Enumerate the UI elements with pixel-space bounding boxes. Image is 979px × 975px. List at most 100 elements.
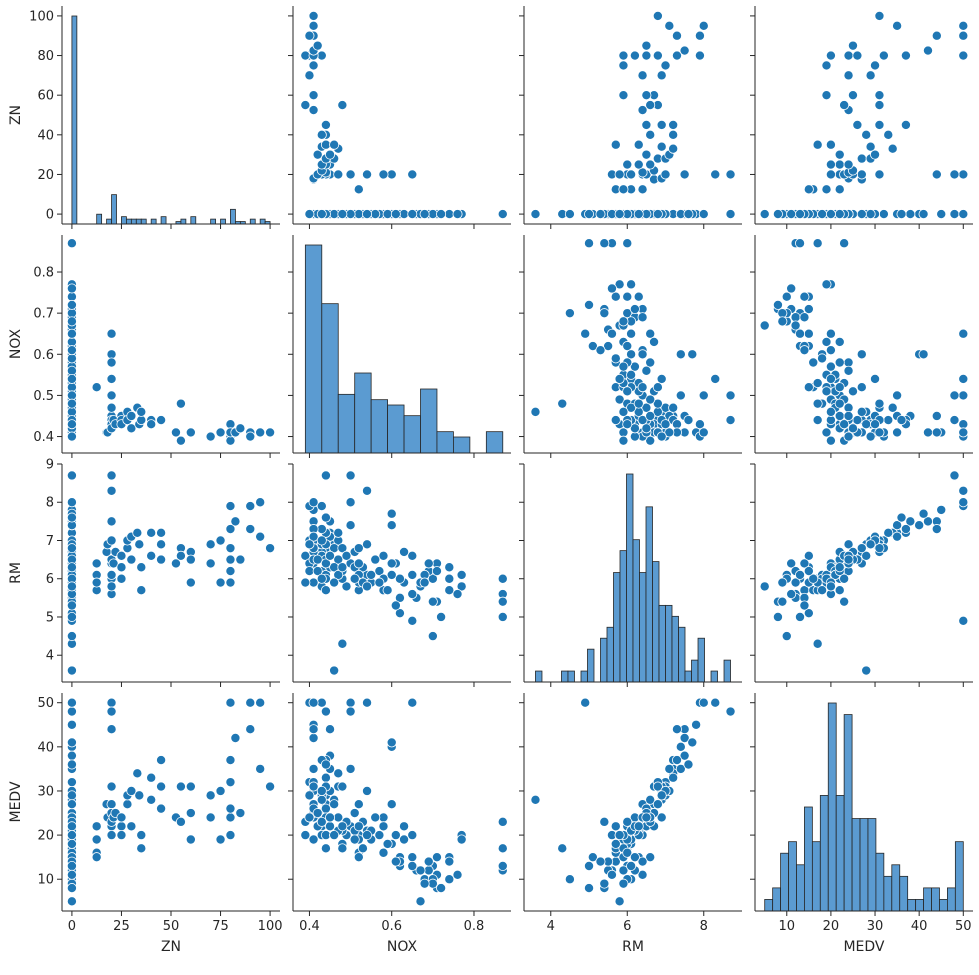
x-tick-label: 75 bbox=[212, 919, 229, 934]
scatter-point bbox=[683, 209, 694, 220]
scatter-point bbox=[892, 20, 903, 31]
scatter-point bbox=[66, 238, 77, 249]
scatter-point bbox=[958, 328, 969, 339]
scatter-point bbox=[958, 497, 969, 508]
scatter-point bbox=[185, 834, 196, 845]
scatter-point bbox=[772, 209, 783, 220]
scatter-point bbox=[66, 562, 77, 573]
panel-zn-vs-rm bbox=[519, 6, 742, 229]
scatter-point bbox=[329, 139, 340, 150]
scatter-point bbox=[366, 569, 377, 580]
scatter-point bbox=[852, 415, 863, 426]
scatter-point bbox=[66, 365, 77, 376]
hist-bar bbox=[354, 372, 372, 454]
scatter-point bbox=[580, 697, 591, 708]
scatter-point bbox=[66, 283, 77, 294]
scatter-point bbox=[633, 398, 644, 409]
hist-bar bbox=[126, 218, 132, 225]
scatter-point bbox=[170, 558, 181, 569]
scatter-point bbox=[795, 238, 806, 249]
scatter-point bbox=[146, 419, 157, 430]
scatter-point bbox=[614, 373, 625, 384]
hist-bar bbox=[796, 864, 805, 912]
scatter-point bbox=[821, 336, 832, 347]
scatter-point bbox=[725, 706, 736, 717]
scatter-point bbox=[136, 585, 147, 596]
scatter-point bbox=[316, 535, 327, 546]
scatter-point bbox=[668, 772, 679, 783]
x-tick-label: 20 bbox=[823, 919, 840, 934]
scatter-point bbox=[821, 184, 832, 195]
scatter-point bbox=[308, 724, 319, 735]
scatter-point bbox=[230, 516, 241, 527]
scatter-point bbox=[329, 665, 340, 676]
scatter-point bbox=[710, 697, 721, 708]
panel-medv-vs-medv: 10 20 30 40 50 MEDV bbox=[750, 693, 973, 955]
scatter-point bbox=[618, 435, 629, 446]
scatter-point bbox=[698, 697, 709, 708]
scatter-point bbox=[795, 611, 806, 622]
scatter-point bbox=[825, 50, 836, 61]
scatter-point bbox=[329, 209, 340, 220]
scatter-point bbox=[637, 184, 648, 195]
scatter-point bbox=[374, 566, 385, 577]
scatter-point bbox=[664, 763, 675, 774]
scatter-point bbox=[345, 169, 356, 180]
hist-bar bbox=[370, 399, 388, 454]
scatter-point bbox=[386, 520, 397, 531]
scatter-point bbox=[308, 697, 319, 708]
scatter-point bbox=[225, 543, 236, 554]
scatter-point bbox=[874, 100, 885, 111]
scatter-point bbox=[175, 781, 186, 792]
scatter-point bbox=[320, 558, 331, 569]
scatter-point bbox=[66, 750, 77, 761]
scatter-point bbox=[423, 865, 434, 876]
scatter-point bbox=[106, 516, 117, 527]
scatter-point bbox=[817, 353, 828, 364]
scatter-point bbox=[106, 569, 117, 580]
scatter-point bbox=[316, 209, 327, 220]
scatter-point bbox=[66, 543, 77, 554]
scatter-point bbox=[320, 119, 331, 130]
scatter-point bbox=[316, 785, 327, 796]
scatter-point bbox=[637, 70, 648, 81]
scatter-point bbox=[91, 834, 102, 845]
scatter-point bbox=[834, 159, 845, 170]
scatter-point bbox=[656, 812, 667, 823]
scatter-point bbox=[497, 860, 508, 871]
scatter-point bbox=[825, 328, 836, 339]
hist-bar bbox=[567, 670, 575, 683]
scatter-point bbox=[66, 799, 77, 810]
scatter-point bbox=[308, 834, 319, 845]
scatter-point bbox=[847, 40, 858, 51]
scatter-point bbox=[308, 577, 319, 588]
scatter-point bbox=[308, 90, 319, 101]
scatter-point bbox=[652, 781, 663, 792]
scatter-point bbox=[136, 830, 147, 841]
scatter-point bbox=[407, 615, 418, 626]
scatter-point bbox=[637, 856, 648, 867]
hist-bar bbox=[691, 659, 699, 683]
scatter-point bbox=[225, 566, 236, 577]
x-tick-label: 10 bbox=[778, 919, 795, 934]
scatter-point bbox=[618, 90, 629, 101]
scatter-point bbox=[610, 353, 621, 364]
scatter-point bbox=[564, 209, 575, 220]
x-tick-label: 100 bbox=[258, 919, 283, 934]
hist-bar bbox=[337, 393, 356, 454]
scatter-point bbox=[353, 852, 364, 863]
scatter-point bbox=[861, 665, 872, 676]
scatter-point bbox=[847, 386, 858, 397]
scatter-point bbox=[300, 550, 311, 561]
scatter-point bbox=[633, 209, 644, 220]
scatter-point bbox=[497, 596, 508, 607]
scatter-point bbox=[415, 865, 426, 876]
x-tick-label: 0 bbox=[68, 919, 76, 934]
scatter-point bbox=[637, 382, 648, 393]
hist-bar bbox=[939, 899, 948, 912]
scatter-point bbox=[861, 419, 872, 430]
scatter-point bbox=[320, 706, 331, 717]
scatter-point bbox=[914, 520, 925, 531]
scatter-point bbox=[66, 345, 77, 356]
